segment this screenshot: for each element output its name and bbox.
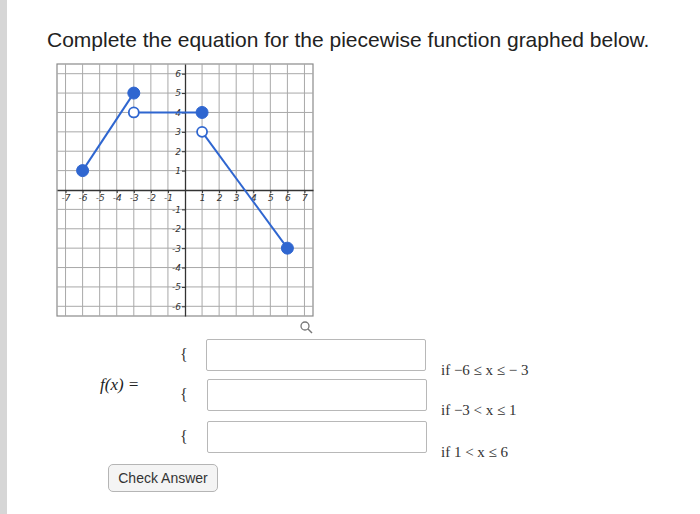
closed-endpoint [281,242,293,254]
tick-label: 3 [175,127,181,137]
tick-label: -4 [113,193,122,203]
brace: { [180,386,188,403]
tick: 2 [217,190,223,203]
tick-label: 1 [175,166,181,176]
tick: -4 [113,190,122,203]
tick: 5 [175,88,185,98]
tick-label: -5 [96,193,105,203]
tick-mark [182,306,185,307]
tick: -2 [172,224,185,234]
function-label: f(x) = [100,375,139,394]
tick-label: 5 [175,88,181,98]
tick-label: -3 [130,193,139,203]
brace: { [180,346,188,363]
tick-label: -1 [164,193,173,203]
y-axis: -6-5-4-3-2-1123456 [172,65,185,317]
tick-mark [182,93,185,94]
tick-label: 2 [175,147,181,157]
tick: -3 [130,190,139,203]
tick: -5 [96,190,105,203]
tick: 2 [175,147,185,157]
tick: -6 [172,302,185,312]
tick-label: -1 [172,205,181,215]
tick-mark [182,287,185,288]
open-endpoint [197,127,207,137]
tick: -5 [172,282,185,292]
tick-mark [182,209,185,210]
tick: -1 [172,205,185,215]
tick: -6 [79,190,88,203]
answer-input[interactable] [207,421,427,453]
tick: -4 [172,263,185,273]
tick-label: -2 [172,224,181,234]
function-segment [83,93,134,171]
tick-mark [182,268,185,269]
condition: if 1 < x ≤ 6 [441,444,509,460]
tick: 6 [175,69,185,79]
closed-endpoint [77,165,89,177]
grid [57,64,313,316]
zoom-icon[interactable] [301,322,312,333]
graph: -7-6-5-4-3-2-11234567-6-5-4-3-2-1123456 [57,64,314,317]
tick: -1 [164,190,173,203]
tick: -2 [147,190,156,203]
function-segment [134,111,202,113]
tick-mark [182,74,185,75]
open-endpoint [129,107,139,117]
tick-label: -5 [172,282,181,292]
zoom-icon-lens[interactable] [301,322,309,330]
tick-label: 2 [217,193,223,203]
tick-mark [182,151,185,152]
tick: 1 [200,190,206,203]
tick: 5 [268,190,274,203]
tick: 1 [175,166,185,176]
function-segment [202,132,287,248]
brace: { [180,428,188,445]
zoom-icon-handle[interactable] [308,329,312,333]
tick-mark [182,248,185,249]
condition: if −6 ≤ x ≤ − 3 [441,362,529,378]
tick: -3 [172,244,185,254]
tick-label: 6 [175,69,181,79]
tick: -7 [62,190,71,203]
check-answer-button[interactable]: Check Answer [108,464,218,492]
tick: 6 [285,190,291,203]
data-marks [77,87,294,254]
tick-mark [182,171,185,172]
tick-label: -2 [147,193,156,203]
tick: 7 [302,190,308,203]
tick-label: -6 [79,193,88,203]
condition: if −3 < x ≤ 1 [441,402,517,418]
tick: 3 [234,190,240,203]
tick-mark [182,132,185,133]
tick-label: 7 [302,193,308,203]
tick: 3 [175,127,185,137]
tick-label: -3 [172,244,181,254]
closed-endpoint [196,106,208,118]
question: Complete the equation for the piecewise … [47,28,649,51]
axis-line [185,65,186,317]
plot-frame [57,64,313,316]
page-edge [0,0,7,514]
answer-input[interactable] [206,339,426,371]
tick-label: 6 [285,193,291,203]
tick-label: -4 [172,263,181,273]
answer-input[interactable] [207,379,427,411]
tick-label: 3 [234,193,240,203]
tick-label: 1 [200,193,206,203]
tick-label: 5 [268,193,274,203]
grid-line [57,112,313,113]
closed-endpoint [128,87,140,99]
tick-mark [182,229,185,230]
tick-label: -6 [172,302,181,312]
tick-label: -7 [62,193,71,203]
